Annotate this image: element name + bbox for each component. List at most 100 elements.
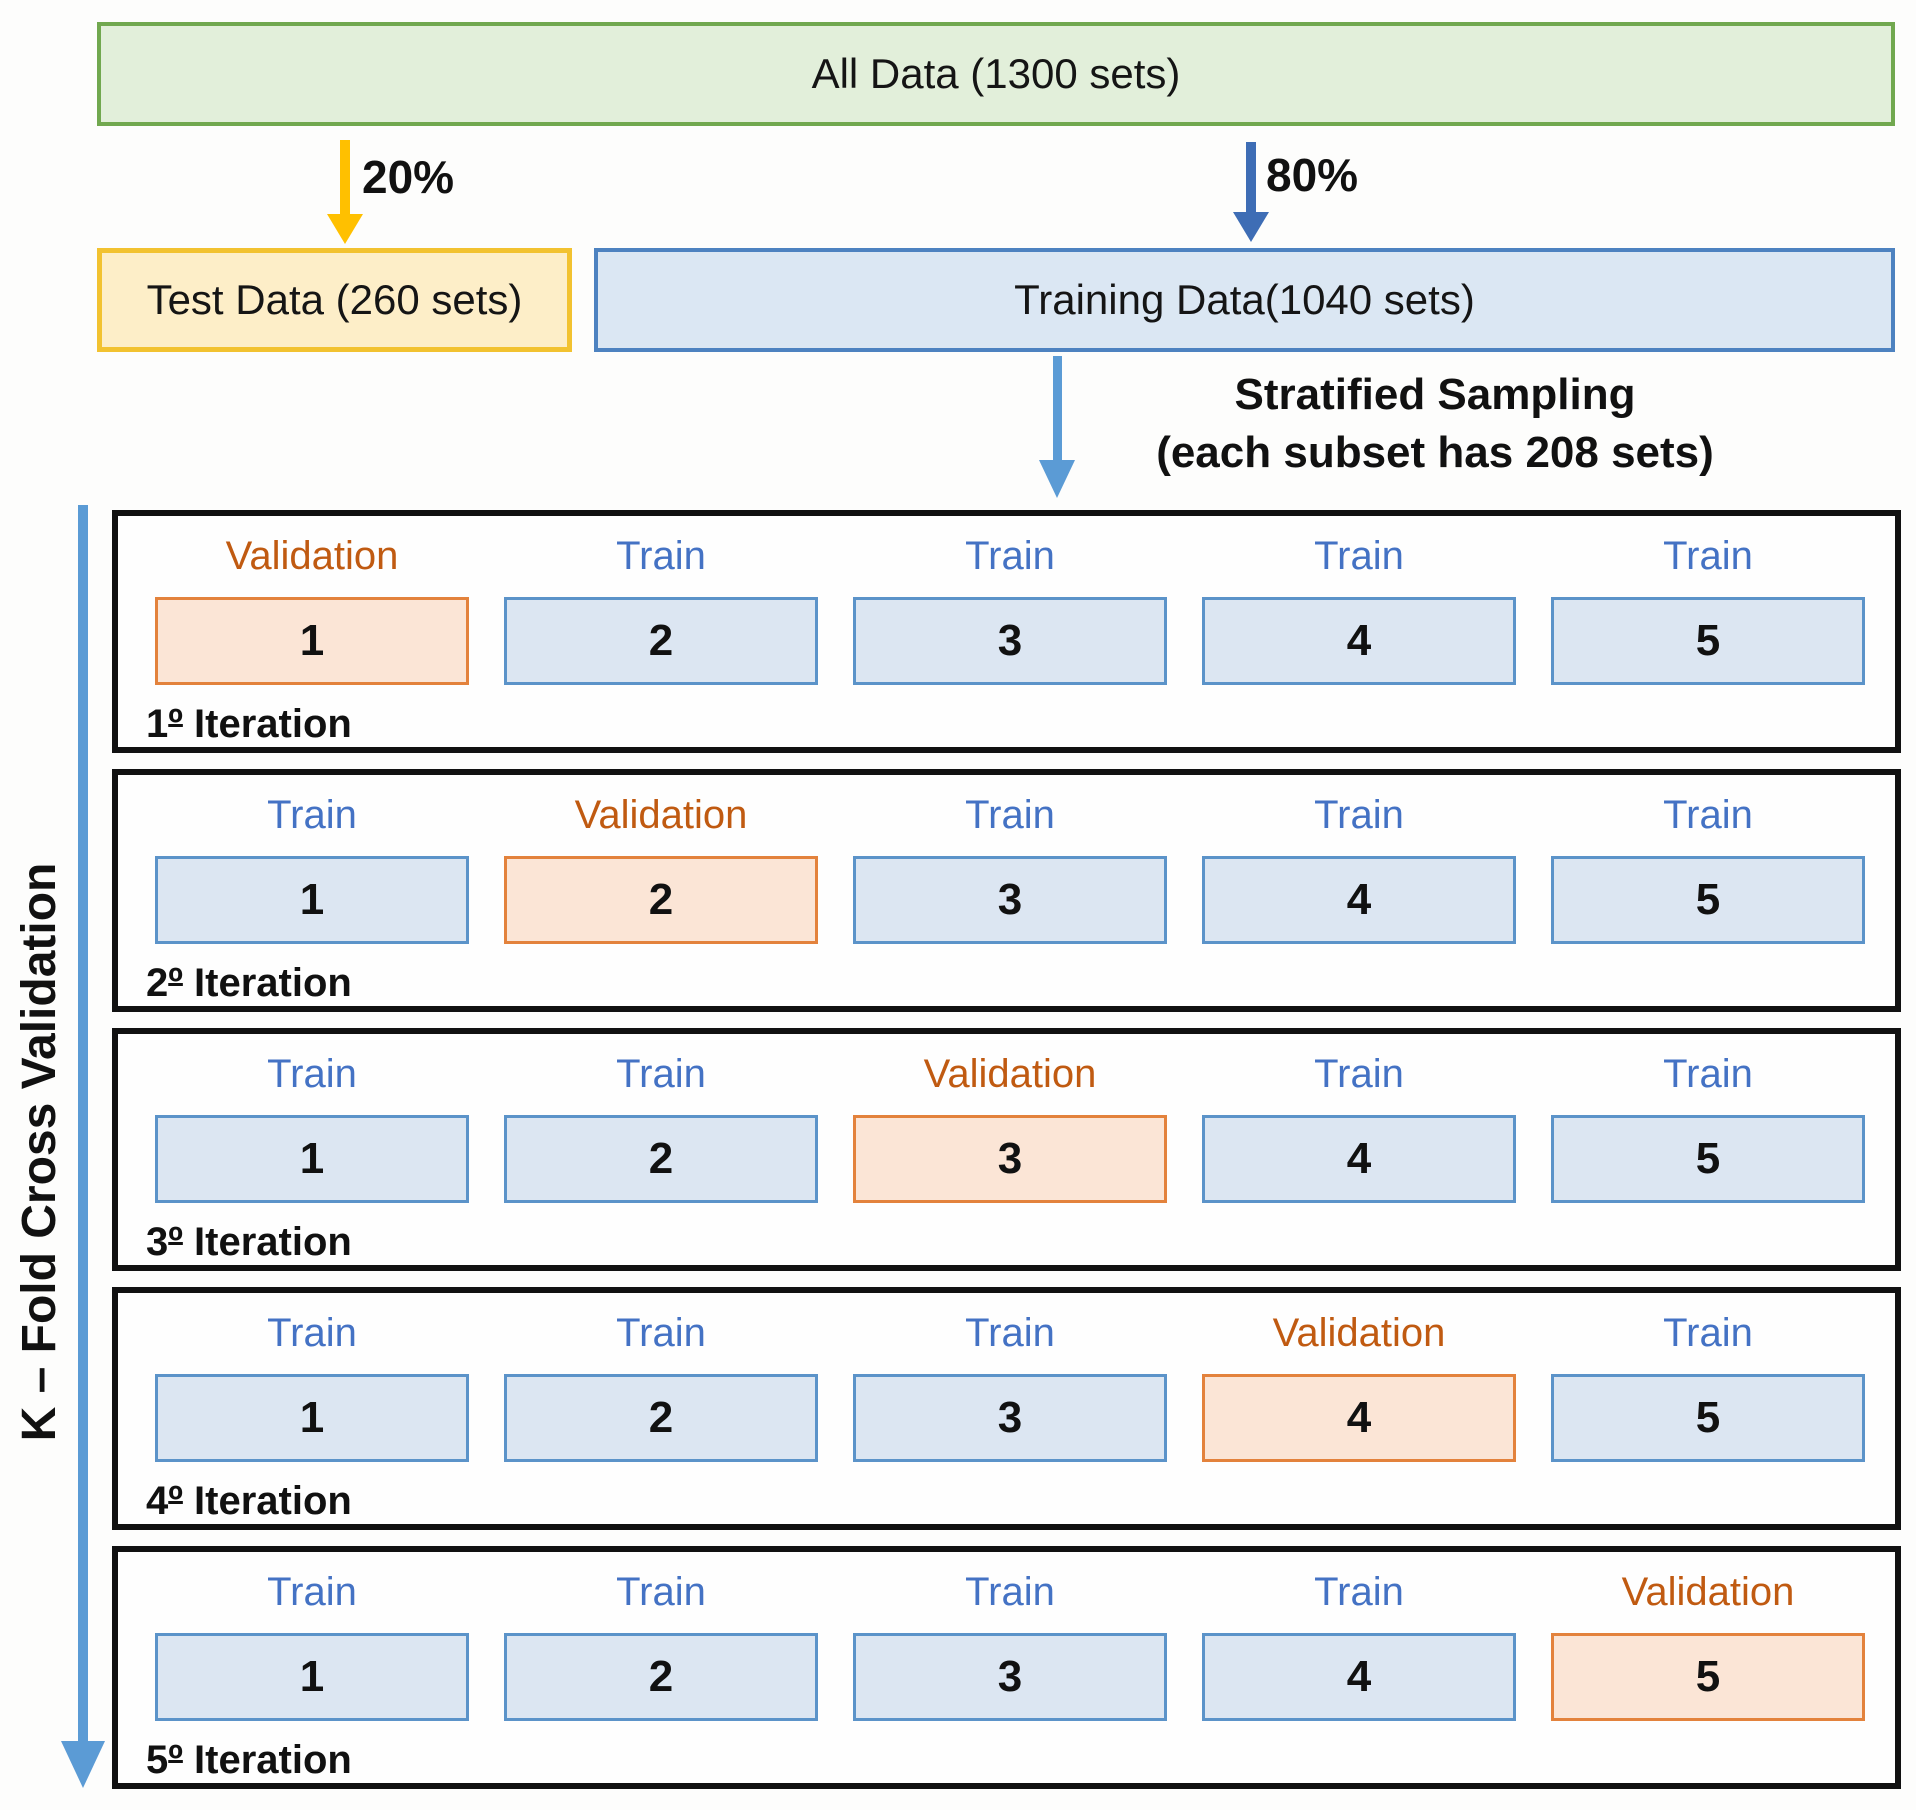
subset-box: 5 <box>1551 1374 1865 1462</box>
subset-number: 4 <box>1346 1652 1372 1701</box>
subset-box: 2 <box>504 856 818 944</box>
subset-number: 5 <box>1695 1134 1721 1183</box>
column-role-label: Train <box>616 1570 706 1614</box>
column-role-label: Train <box>616 1052 706 1096</box>
subset-box: 5 <box>1551 856 1865 944</box>
training-data-box: Training Data(1040 sets) <box>594 248 1895 352</box>
subset-number: 1 <box>299 1393 325 1442</box>
subset-box: 3 <box>853 856 1167 944</box>
subset-box: 5 <box>1551 1115 1865 1203</box>
column-role-label: Train <box>1314 793 1404 837</box>
column-role-label: Train <box>267 1311 357 1355</box>
column-role-label: Train <box>1314 1570 1404 1614</box>
column-role-label: Train <box>267 1570 357 1614</box>
iteration-caption: 1º Iteration <box>146 702 352 746</box>
subset-box: 2 <box>504 1374 818 1462</box>
subset-box: 1 <box>155 1115 469 1203</box>
iteration-caption: 2º Iteration <box>146 961 352 1005</box>
column-role-label: Train <box>965 1570 1055 1614</box>
subset-box: 4 <box>1202 1115 1516 1203</box>
down-arrow-head-icon <box>327 214 363 244</box>
column-role-label: Train <box>616 1311 706 1355</box>
iteration-caption: 5º Iteration <box>146 1738 352 1782</box>
column-role-label: Train <box>1663 534 1753 578</box>
subset-number: 5 <box>1695 616 1721 665</box>
subset-number: 2 <box>648 1134 674 1183</box>
column-role-label: Validation <box>1272 1311 1446 1355</box>
column-role-label: Validation <box>923 1052 1097 1096</box>
test-data-box: Test Data (260 sets) <box>97 248 572 352</box>
stratified-sampling-note: Stratified Sampling (each subset has 208… <box>1095 366 1775 482</box>
subset-number: 3 <box>997 616 1023 665</box>
subset-box: 1 <box>155 597 469 685</box>
test-data-label: Test Data (260 sets) <box>146 276 523 323</box>
subset-box: 3 <box>853 1115 1167 1203</box>
subset-box: 2 <box>504 597 818 685</box>
subset-box: 1 <box>155 1633 469 1721</box>
subset-number: 2 <box>648 616 674 665</box>
subset-number: 5 <box>1695 1393 1721 1442</box>
subset-box: 3 <box>853 597 1167 685</box>
subset-number: 5 <box>1695 875 1721 924</box>
iteration-block-3: Train 1 Train 2 Validation 3 Train 4 Tra… <box>112 1028 1901 1271</box>
kfold-side-label: K – Fold Cross Validation <box>13 862 66 1442</box>
iteration-block-4: Train 1 Train 2 Train 3 Validation 4 Tra… <box>112 1287 1901 1530</box>
column-role-label: Train <box>965 1311 1055 1355</box>
subset-number: 3 <box>997 1134 1023 1183</box>
column-role-label: Train <box>1663 1052 1753 1096</box>
subset-number: 2 <box>648 1652 674 1701</box>
subset-number: 1 <box>299 1652 325 1701</box>
subset-box: 5 <box>1551 597 1865 685</box>
test-split-percentage: 20% <box>362 151 455 203</box>
column-role-label: Train <box>616 534 706 578</box>
down-arrow-icon <box>340 140 350 216</box>
iteration-block-2: Train 1 Validation 2 Train 3 Train 4 Tra… <box>112 769 1901 1012</box>
subset-box: 1 <box>155 1374 469 1462</box>
column-role-label: Train <box>1663 1311 1753 1355</box>
down-arrow-head-icon <box>1039 460 1075 498</box>
train-split-percentage: 80% <box>1266 149 1359 201</box>
down-arrow-icon <box>1053 356 1062 462</box>
subset-number: 1 <box>299 616 325 665</box>
column-role-label: Train <box>1314 1052 1404 1096</box>
training-data-label: Training Data(1040 sets) <box>1014 276 1475 323</box>
subset-number: 3 <box>997 1652 1023 1701</box>
down-arrow-head-icon <box>1233 212 1269 242</box>
subset-box: 3 <box>853 1633 1167 1721</box>
subset-number: 4 <box>1346 1393 1372 1442</box>
kfold-down-arrow-icon <box>78 505 88 1743</box>
subset-box: 5 <box>1551 1633 1865 1721</box>
column-role-label: Train <box>1663 793 1753 837</box>
subset-box: 2 <box>504 1633 818 1721</box>
all-data-label: All Data (1300 sets) <box>811 50 1181 97</box>
subset-number: 2 <box>648 875 674 924</box>
subset-number: 5 <box>1695 1652 1721 1701</box>
iteration-block-5: Train 1 Train 2 Train 3 Train 4 Validati… <box>112 1546 1901 1789</box>
column-role-label: Train <box>965 793 1055 837</box>
column-role-label: Train <box>267 793 357 837</box>
subset-number: 4 <box>1346 1134 1372 1183</box>
subset-box: 4 <box>1202 1633 1516 1721</box>
subset-box: 3 <box>853 1374 1167 1462</box>
iteration-block-1: Validation 1 Train 2 Train 3 Train 4 Tra… <box>112 510 1901 753</box>
subset-box: 4 <box>1202 856 1516 944</box>
subset-number: 1 <box>299 875 325 924</box>
iteration-caption: 3º Iteration <box>146 1220 352 1264</box>
stratified-sampling-line1: Stratified Sampling <box>1234 370 1636 419</box>
column-role-label: Train <box>965 534 1055 578</box>
subset-box: 4 <box>1202 597 1516 685</box>
iteration-caption: 4º Iteration <box>146 1479 352 1523</box>
subset-number: 3 <box>997 1393 1023 1442</box>
subset-number: 1 <box>299 1134 325 1183</box>
column-role-label: Validation <box>574 793 748 837</box>
column-role-label: Train <box>267 1052 357 1096</box>
down-arrow-icon <box>1246 142 1256 214</box>
all-data-box: All Data (1300 sets) <box>97 22 1895 126</box>
column-role-label: Train <box>1314 534 1404 578</box>
column-role-label: Validation <box>225 534 399 578</box>
subset-number: 3 <box>997 875 1023 924</box>
subset-box: 2 <box>504 1115 818 1203</box>
kfold-down-arrow-head-icon <box>61 1741 105 1788</box>
subset-box: 4 <box>1202 1374 1516 1462</box>
